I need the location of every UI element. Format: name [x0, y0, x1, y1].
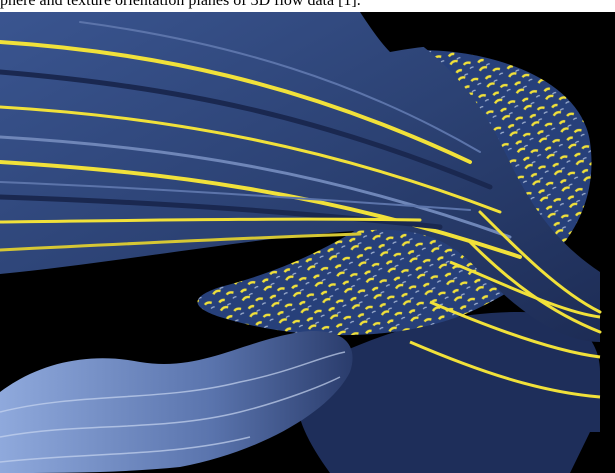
disc-edge-streaks: [409, 260, 601, 399]
lower-tail-surface: [0, 331, 353, 473]
tail-streamlines: [0, 351, 346, 463]
flow-visualization-svg: [0, 12, 615, 473]
caption-text: phere and texture orientation planes of …: [0, 0, 361, 9]
lower-right-gap: [570, 432, 615, 473]
flow-visualization-render: [0, 12, 615, 473]
background-gap: [360, 12, 615, 52]
streamlines: [0, 21, 602, 334]
lower-curl-surface: [296, 312, 600, 473]
caption-fragment: phere and texture orientation planes of …: [0, 0, 615, 12]
